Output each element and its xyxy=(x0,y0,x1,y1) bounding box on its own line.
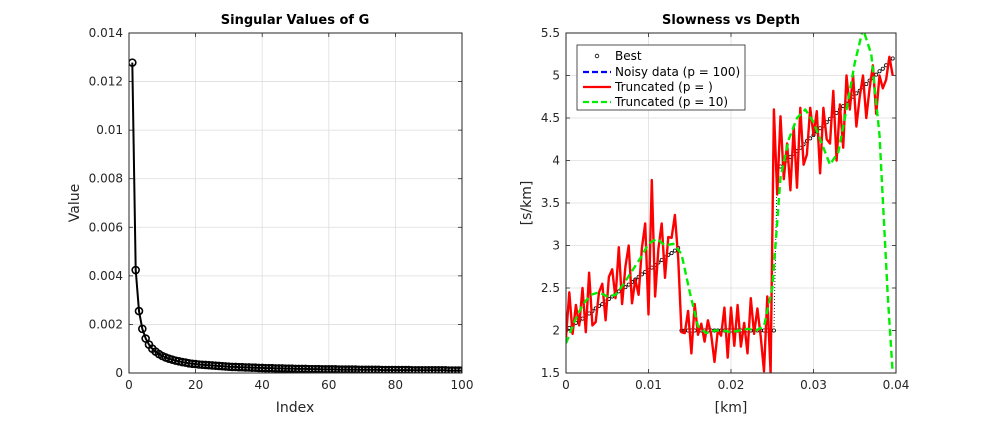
legend-swatch xyxy=(594,53,600,59)
legend-label: Best xyxy=(615,49,642,63)
axes-box xyxy=(565,32,897,374)
data-point xyxy=(138,324,147,334)
data-point xyxy=(134,306,144,316)
y-tick-label: 4 xyxy=(552,154,560,168)
y-tick-label: 3 xyxy=(552,239,560,253)
data-series-group xyxy=(129,58,462,373)
legend-entry-noisy: Noisy data (p = 100) xyxy=(583,65,740,79)
y-tick-label: 0.006 xyxy=(89,220,123,234)
data-point xyxy=(874,72,879,77)
data-point xyxy=(880,66,885,71)
legend-label: Noisy data (p = 100) xyxy=(615,65,740,79)
chart-title: Singular Values of G xyxy=(221,13,370,28)
y-tick-label: 0 xyxy=(115,366,123,380)
y-tick-label: 5 xyxy=(552,69,560,83)
y-tick-label: 0.012 xyxy=(89,75,123,89)
y-axis-label: [s/km] xyxy=(519,181,535,226)
data-point xyxy=(890,56,895,61)
axis-ticks: 0 0.01 0.02 0.03 0.04 1.5 2 2.5 3 3.5 4 4.5 5 5.5 xyxy=(541,26,909,392)
legend-box xyxy=(576,44,746,111)
y-tick-label: 1.5 xyxy=(541,366,560,380)
singular-values-chart: 0 20 40 60 80 100 0 0.002 0.004 0.006 0.008 0.01 0.0… xyxy=(67,13,473,416)
series-line xyxy=(131,62,462,372)
legend-entry-truncated: Truncated (p = ) xyxy=(583,80,713,94)
axis-ticks: 0 20 40 60 80 100 0 0.002 0.004 0.006 0.008 0.01 0.0… xyxy=(89,26,474,392)
data-point xyxy=(669,251,674,256)
y-tick-label: 3.5 xyxy=(541,196,560,210)
legend-label: Truncated (p = 10) xyxy=(614,95,728,109)
x-tick-label: 20 xyxy=(188,378,203,392)
data-point xyxy=(877,69,882,74)
x-tick-label: 0.01 xyxy=(635,378,662,392)
y-tick-label: 0.008 xyxy=(89,172,123,186)
x-tick-label: 80 xyxy=(388,378,403,392)
chart-title: Slowness vs Depth xyxy=(662,13,800,28)
x-tick-label: 0 xyxy=(125,378,133,392)
legend-label: Truncated (p = ) xyxy=(614,80,713,94)
series-clip-group xyxy=(566,33,895,373)
y-tick-label: 0.002 xyxy=(89,317,123,331)
data-point xyxy=(131,265,140,275)
data-point xyxy=(616,289,621,294)
x-tick-label: 40 xyxy=(255,378,270,392)
x-axis-label: Index xyxy=(276,400,315,416)
y-tick-label: 2 xyxy=(552,324,560,338)
plot-area xyxy=(129,33,462,373)
y-tick-label: 0.01 xyxy=(96,123,123,137)
x-tick-label: 0.02 xyxy=(718,378,745,392)
y-tick-label: 0.004 xyxy=(89,269,123,283)
data-point xyxy=(672,248,677,253)
legend-entry-best: Best xyxy=(594,49,642,63)
data-point xyxy=(771,328,776,333)
x-tick-label: 100 xyxy=(451,378,474,392)
x-axis-label: [km] xyxy=(715,400,748,416)
x-tick-label: 60 xyxy=(321,378,336,392)
legend: Best Noisy data (p = 100) Truncated (p =… xyxy=(576,44,746,111)
series-line-dashed xyxy=(566,33,894,373)
y-tick-label: 0.014 xyxy=(89,26,123,40)
data-series-group xyxy=(566,33,895,373)
x-tick-label: 0 xyxy=(562,378,570,392)
y-tick-label: 4.5 xyxy=(541,111,560,125)
series-clip-group xyxy=(129,58,462,373)
slowness-depth-chart: 0 0.01 0.02 0.03 0.04 1.5 2 2.5 3 3.5 4 4.5 5 5.5 Slo… xyxy=(519,13,909,416)
data-point xyxy=(129,58,137,67)
y-tick-label: 5.5 xyxy=(541,26,560,40)
y-axis-label: Value xyxy=(67,184,83,222)
legend-entry-truncated-10: Truncated (p = 10) xyxy=(583,95,728,109)
y-tick-label: 2.5 xyxy=(541,281,560,295)
axes-box xyxy=(128,32,463,374)
data-point xyxy=(457,366,462,373)
data-point xyxy=(454,366,462,373)
x-tick-label: 0.03 xyxy=(800,378,827,392)
data-point xyxy=(864,82,869,87)
x-tick-label: 0.04 xyxy=(883,378,910,392)
